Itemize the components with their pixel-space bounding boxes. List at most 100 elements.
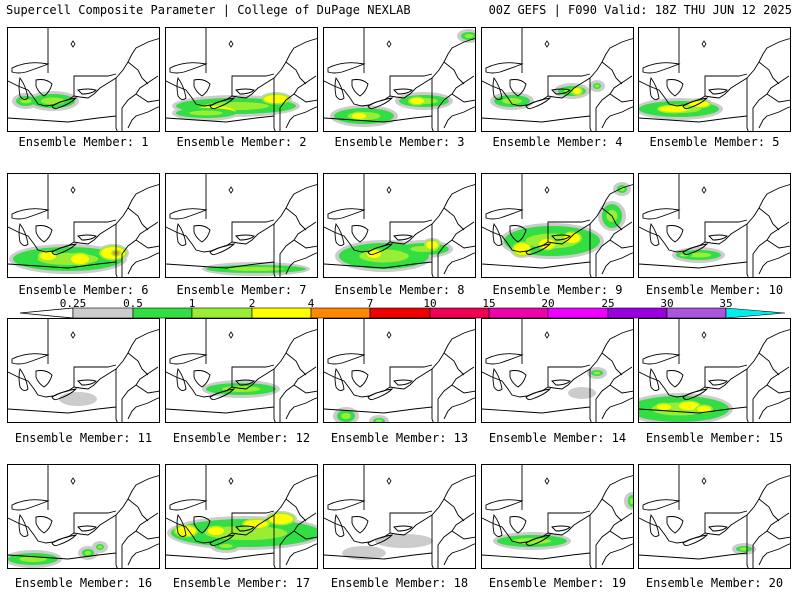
member-label-11: Ensemble Member: 11 (14, 431, 153, 445)
member-label-6: Ensemble Member: 6 (18, 283, 149, 297)
state-lines (482, 28, 633, 131)
coastline (127, 397, 159, 420)
color-bar-segment-1 (191, 307, 253, 319)
scp-shade-y-4 (208, 527, 224, 535)
lake-huron (351, 516, 369, 534)
coastline (285, 106, 317, 129)
ensemble-panel-3 (323, 27, 476, 132)
map-20 (639, 465, 790, 568)
lake-erie (682, 97, 709, 110)
map-18 (324, 465, 475, 568)
ensemble-panel-7 (165, 173, 318, 278)
ensemble-panel-16 (7, 464, 160, 569)
lake-huron (666, 79, 684, 97)
lake-huron (193, 79, 211, 97)
lake-huron (35, 516, 53, 534)
lake-ontario (708, 525, 728, 532)
border-line (324, 475, 475, 544)
lake-huron (193, 225, 211, 243)
member-label-4: Ensemble Member: 4 (492, 135, 623, 149)
coastline (285, 252, 317, 275)
lake-superior (11, 208, 50, 220)
lake-erie (209, 243, 236, 256)
scp-shade-y-2 (410, 98, 424, 104)
state-lines (324, 174, 475, 277)
color-bar-label-10: 10 (423, 297, 437, 310)
coastline (127, 106, 159, 129)
title-right: 00Z GEFS | F090 Valid: 18Z THU JUN 12 20… (488, 3, 792, 17)
lake-michigan (334, 367, 345, 392)
lake-superior (11, 353, 50, 365)
coastline (285, 543, 317, 566)
lake-huron (35, 79, 53, 97)
lake-michigan (649, 222, 660, 247)
member-label-1: Ensemble Member: 1 (18, 135, 149, 149)
member-label-18: Ensemble Member: 18 (330, 576, 469, 590)
lake-ontario (393, 88, 413, 95)
border-line (166, 475, 317, 544)
lake-ontario (77, 525, 97, 532)
scp-shade-y-3 (352, 113, 366, 119)
lake-ontario (393, 525, 413, 532)
lake-huron (35, 225, 53, 243)
lake-superior (642, 208, 681, 220)
color-bar-label-25: 25 (601, 297, 615, 310)
member-label-14: Ensemble Member: 14 (488, 431, 627, 445)
member-label-19: Ensemble Member: 19 (488, 576, 627, 590)
ensemble-panel-17 (165, 464, 318, 569)
lake-michigan (649, 76, 660, 101)
diamond-marker-icon (386, 477, 392, 485)
lake-erie (367, 534, 394, 547)
map-10 (639, 174, 790, 277)
diamond-marker-icon (70, 40, 76, 48)
member-label-17: Ensemble Member: 17 (172, 576, 311, 590)
ensemble-panel-20 (638, 464, 791, 569)
border-line (324, 184, 475, 253)
ensemble-panel-12 (165, 318, 318, 423)
map-14 (482, 319, 633, 422)
diamond-marker-icon (701, 477, 707, 485)
coastline (443, 397, 475, 420)
member-label-9: Ensemble Member: 9 (492, 283, 623, 297)
color-bar-segment-15 (488, 307, 549, 319)
diamond-marker-icon (701, 40, 707, 48)
lake-superior (485, 62, 524, 74)
lake-michigan (649, 513, 660, 538)
lake-michigan (18, 76, 29, 101)
scp-shade-lightgreen-0 (502, 98, 522, 104)
ensemble-panel-9 (481, 173, 634, 278)
lake-ontario (77, 88, 97, 95)
scp-shade-lightgreen-5 (219, 544, 233, 548)
scp-shade-y-2 (573, 88, 581, 94)
ensemble-panel-18 (323, 464, 476, 569)
state-lines (166, 319, 317, 422)
lake-huron (193, 516, 211, 534)
state-lines (639, 28, 790, 131)
scp-shade-y-1 (679, 402, 699, 410)
lake-erie (682, 388, 709, 401)
scp-shade-gray-0 (59, 392, 97, 406)
lake-erie (525, 97, 552, 110)
state-lines (166, 174, 317, 277)
color-bar-segment-30 (666, 307, 727, 319)
scp-shade-y-2 (269, 514, 293, 524)
lake-michigan (334, 76, 345, 101)
title-left: Supercell Composite Parameter | College … (6, 3, 411, 17)
color-bar-label-2: 2 (248, 297, 256, 310)
coastline (601, 106, 633, 129)
state-lines (324, 319, 475, 422)
color-bar-segment-25 (607, 307, 668, 319)
diamond-marker-icon (228, 331, 234, 339)
scp-shade-lightgreen-0 (341, 413, 351, 419)
coastline (601, 543, 633, 566)
state-lines (639, 174, 790, 277)
lake-superior (169, 499, 208, 511)
color-bar-segment-7 (369, 307, 431, 319)
color-bar-label-15: 15 (482, 297, 496, 310)
state-lines (166, 465, 317, 568)
map-1 (8, 28, 159, 131)
map-19 (482, 465, 633, 568)
scp-shade-lightgreen-3 (594, 84, 600, 88)
color-bar-segment-35 (725, 307, 786, 319)
state-lines (324, 28, 475, 131)
